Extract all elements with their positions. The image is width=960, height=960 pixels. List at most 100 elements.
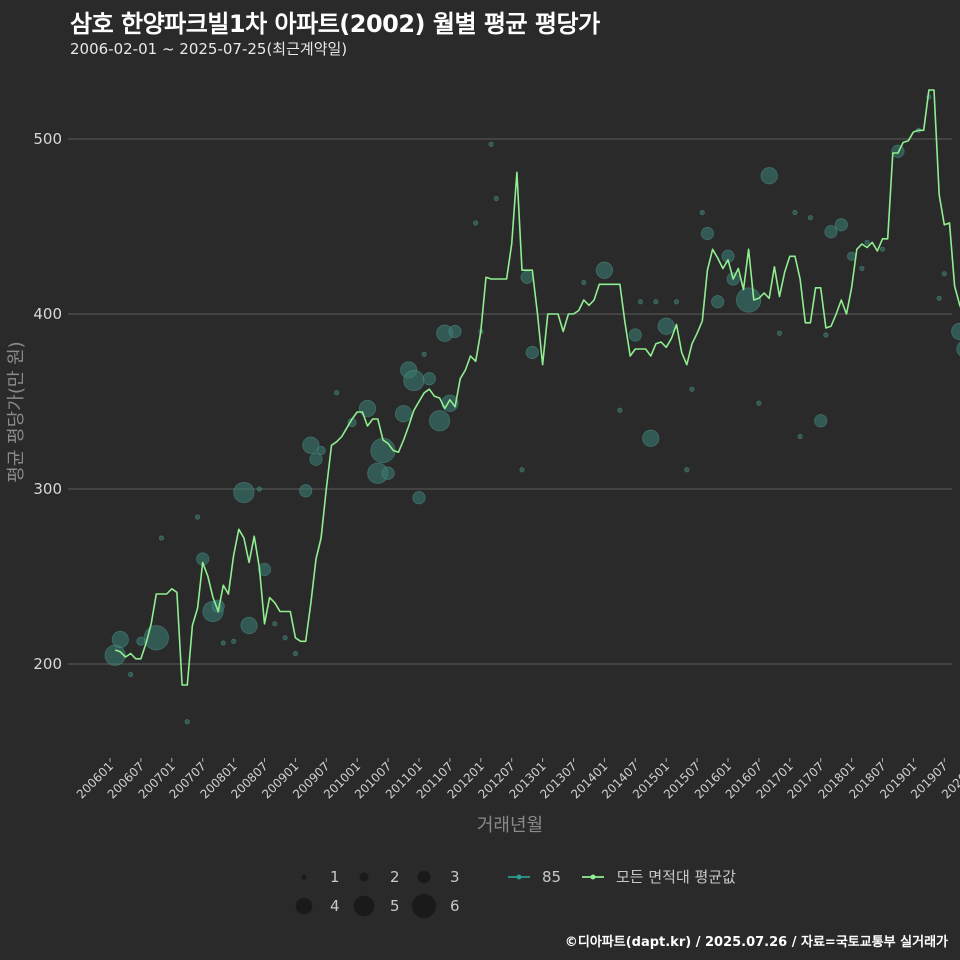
- bubble-point: [628, 328, 642, 342]
- y-tick-label: 300: [33, 480, 62, 498]
- bubble-point: [824, 225, 838, 239]
- legend-key-dot: [516, 874, 522, 880]
- bubble-point: [689, 386, 695, 392]
- legend-series-label: 모든 면적대 평균값: [616, 868, 736, 886]
- bubble-point: [256, 486, 262, 492]
- bubble-point: [233, 481, 255, 504]
- legend-size-3: [417, 870, 431, 884]
- legend-size-label: 4: [330, 897, 340, 915]
- bubble-point: [711, 295, 725, 309]
- average-line-series: [114, 89, 960, 686]
- legend-size-label: 3: [450, 868, 460, 886]
- bubble-point: [673, 299, 680, 305]
- bubble-point: [488, 141, 494, 147]
- x-axis-title: 거래년월: [477, 815, 543, 836]
- bubble-point: [184, 719, 190, 725]
- bubble-point: [653, 299, 659, 305]
- bubble-point: [700, 226, 715, 241]
- bubble-point: [111, 630, 129, 649]
- bubble-point: [302, 436, 320, 454]
- bubble-point: [394, 405, 413, 423]
- y-tick-label: 400: [33, 305, 62, 323]
- bubble-point: [194, 514, 201, 520]
- bubble-point: [128, 671, 134, 678]
- bubble-point: [220, 640, 226, 646]
- bubble-point: [370, 437, 396, 464]
- bubble-point: [756, 400, 762, 406]
- bubble-point: [864, 239, 870, 245]
- legend-size-label: 2: [390, 868, 400, 886]
- bubble-point: [776, 330, 783, 336]
- legend-size-label: 1: [330, 868, 340, 886]
- legend-key-dot: [590, 874, 596, 880]
- bubble-point: [891, 144, 905, 158]
- bubble-point: [859, 265, 865, 272]
- bubble-point: [316, 445, 326, 456]
- bubble-point: [292, 650, 298, 657]
- bubble-point: [525, 345, 539, 360]
- bubble-point: [735, 287, 762, 313]
- bubble-point: [581, 279, 587, 286]
- scatter-85-series: [104, 94, 960, 725]
- bubble-point: [412, 491, 426, 505]
- legend-size-label: 5: [390, 897, 400, 915]
- legend-series-label: 85: [542, 868, 561, 886]
- bubble-point: [684, 467, 690, 473]
- gridlines: [68, 138, 952, 665]
- bubble-point: [421, 351, 427, 357]
- bubble-point: [104, 644, 126, 666]
- bubble-point: [333, 390, 340, 396]
- y-tick-label: 200: [33, 655, 62, 673]
- bubble-point: [448, 324, 462, 339]
- average-line: [114, 89, 960, 686]
- legend-size-2: [359, 872, 369, 882]
- bubble-point: [520, 270, 534, 284]
- legend-size-label: 6: [450, 897, 460, 915]
- bubble-point: [299, 484, 313, 498]
- y-axis-ticks: 200 300 400 500: [33, 130, 62, 673]
- bubble-point: [637, 299, 644, 305]
- legend: 1 2 3 4 5 6 85 모든 면적대 평균값: [295, 868, 736, 919]
- bubble-point: [936, 295, 942, 301]
- bubble-point: [699, 209, 705, 216]
- bubble-point: [760, 167, 778, 185]
- bubble-point: [797, 433, 803, 440]
- bubble-point: [941, 271, 947, 277]
- chart-subtitle: 2006-02-01 ~ 2025-07-25(최근계약일): [70, 40, 348, 58]
- bubble-point: [951, 322, 960, 341]
- legend-size-6: [411, 893, 437, 919]
- bubble-point: [493, 195, 499, 202]
- x-axis-ticks: 2006012006072007012007072008012008072009…: [74, 758, 960, 802]
- source-credit: ©디아파트(dapt.kr) / 2025.07.26 / 자료=국토교통부 실…: [564, 935, 948, 950]
- bubble-point: [257, 562, 272, 577]
- bubble-point: [240, 616, 258, 635]
- bubble-point: [143, 625, 169, 651]
- y-axis-title: 평균 평당가(만 원): [6, 341, 27, 482]
- bubble-point: [381, 466, 395, 480]
- chart-title: 삼호 한양파크빌1차 아파트(2002) 월별 평균 평당가: [70, 10, 600, 38]
- bubble-point: [282, 635, 288, 641]
- bubble-point: [617, 407, 623, 413]
- legend-size-4: [295, 897, 313, 915]
- bubble-point: [428, 410, 451, 432]
- bubble-point: [309, 452, 323, 466]
- bubble-point: [657, 317, 675, 335]
- bubble-point: [834, 218, 848, 232]
- bubble-point: [358, 399, 377, 418]
- bubble-point: [519, 467, 525, 473]
- bubble-point: [792, 209, 798, 216]
- bubble-point: [422, 372, 436, 386]
- legend-size-1: [301, 874, 307, 880]
- bubble-point: [642, 429, 660, 447]
- bubble-point: [473, 220, 479, 226]
- bubble-point: [403, 369, 425, 392]
- bubble-point: [272, 621, 278, 627]
- bubble-point: [823, 332, 829, 338]
- bubble-point: [814, 414, 828, 428]
- bubble-point: [231, 638, 237, 644]
- legend-size-5: [353, 895, 375, 917]
- bubble-point: [879, 246, 886, 252]
- bubble-point: [956, 341, 960, 357]
- y-tick-label: 500: [33, 130, 62, 148]
